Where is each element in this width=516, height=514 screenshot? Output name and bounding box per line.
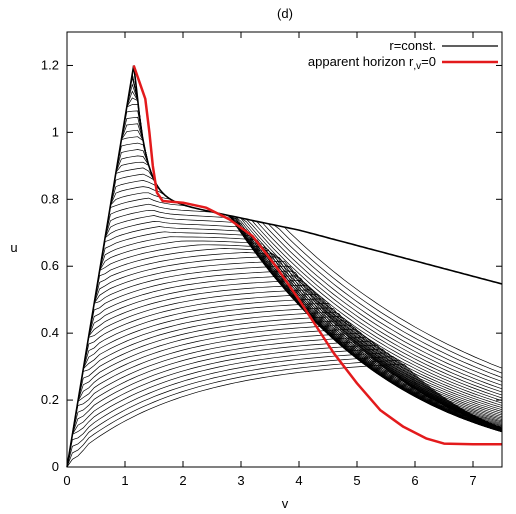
legend-label-r-const: r=const. (389, 38, 436, 53)
r-const-curve-13 (66, 316, 503, 468)
r-const-curve-17 (66, 298, 503, 468)
y-tick-label-3: 0.6 (41, 258, 59, 273)
x-axis: 0 1 2 3 4 5 6 7 (63, 32, 477, 488)
r-const-curve-44 (66, 161, 503, 468)
r-const-curve-57 (66, 77, 503, 468)
r-const-curve-49 (66, 129, 503, 468)
x-tick-label-7: 7 (469, 473, 476, 488)
r-const-curve-35 (66, 215, 503, 468)
r-const-curve-45 (66, 155, 503, 468)
y-axis: 0 0.2 0.4 0.6 0.8 1 1.2 (41, 57, 502, 474)
y-tick-label-4: 0.8 (41, 191, 59, 206)
y-tick-label-0: 0 (52, 459, 59, 474)
x-tick-label-3: 3 (237, 473, 244, 488)
r-const-curve-2 (66, 359, 503, 468)
x-tick-label-1: 1 (121, 473, 128, 488)
r-const-curve-42 (66, 173, 503, 468)
x-tick-label-0: 0 (63, 473, 70, 488)
y-tick-label-6: 1.2 (41, 57, 59, 72)
apparent-horizon-line (132, 65, 502, 446)
r-const-curve-11 (66, 324, 503, 468)
r-const-curve-46 (66, 149, 503, 468)
plot-frame (66, 31, 503, 468)
apparent-horizon-layer (132, 65, 502, 446)
r-const-envelope (66, 65, 503, 468)
legend-label-apparent-horizon-text: apparent horizon r (308, 54, 414, 69)
r-const-curve-4 (66, 352, 503, 468)
r-const-curve-43 (66, 167, 503, 468)
y-tick-label-1: 0.2 (41, 392, 59, 407)
chart-title: (d) (277, 6, 293, 21)
r-const-curve-50 (66, 123, 503, 468)
legend-label-equals: =0 (421, 54, 436, 69)
legend-label-apparent-horizon: apparent horizon r,v=0 (308, 54, 436, 72)
r-const-curve-8 (66, 336, 503, 468)
r-const-curve-1 (66, 363, 503, 468)
y-tick-label-5: 1 (52, 124, 59, 139)
x-axis-label: v (282, 496, 289, 511)
y-axis-label: u (10, 240, 17, 255)
r-const-curve-21 (66, 280, 503, 468)
r-const-curve-41 (66, 180, 503, 468)
r-const-curve-6 (66, 344, 503, 468)
x-tick-label-6: 6 (411, 473, 418, 488)
r-const-curves (66, 65, 503, 468)
r-const-curve-10 (66, 328, 503, 468)
r-const-curve-51 (66, 116, 503, 468)
r-const-curve-24 (66, 265, 503, 468)
x-tick-label-5: 5 (353, 473, 360, 488)
legend-label-subscript: ,v (413, 61, 421, 72)
r-const-curve-37 (66, 203, 503, 468)
r-const-curve-47 (66, 142, 503, 468)
legend: r=const. apparent horizon r,v=0 (308, 38, 498, 72)
x-tick-label-4: 4 (295, 473, 302, 488)
y-tick-label-2: 0.4 (41, 325, 59, 340)
r-const-curve-22 (66, 275, 503, 468)
r-const-curve-5 (66, 348, 503, 468)
x-tick-label-2: 2 (179, 473, 186, 488)
r-const-curve-19 (66, 289, 503, 468)
r-const-curve-15 (66, 307, 503, 468)
r-const-curve-40 (66, 186, 503, 468)
